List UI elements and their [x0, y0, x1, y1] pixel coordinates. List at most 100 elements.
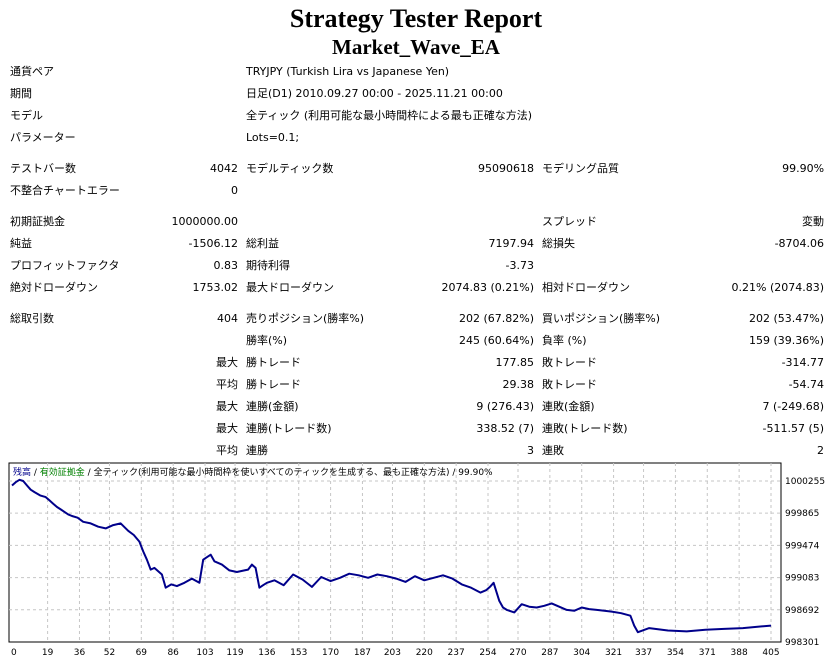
x-tick-label: 19 [42, 648, 54, 658]
y-tick-label: 999865 [785, 509, 819, 519]
loss-rate-label: 負率 (%) [542, 334, 587, 347]
gross-profit-value: 7197.94 [488, 236, 535, 250]
trades-value: 404 [217, 311, 238, 325]
x-tick-label: 304 [573, 648, 590, 658]
x-tick-label: 337 [635, 648, 652, 658]
bars-value: 4042 [210, 161, 238, 175]
symbol-value: TRYJPY (Turkish Lira vs Japanese Yen) [246, 64, 450, 78]
x-tick-label: 119 [226, 648, 243, 658]
x-tick-label: 52 [104, 648, 115, 658]
report-title: Strategy Tester Report [289, 4, 543, 33]
params-label: パラメーター [10, 131, 76, 144]
row-profit-factor: プロフィットファクタ 0.83 期待利得 -3.73 [6, 254, 828, 276]
row-largest: 最大 勝トレード 177.85 敗トレード -314.77 [6, 351, 828, 373]
row-model: モデル 全ティック (利用可能な最小時間枠による最も正確な方法) [6, 104, 828, 126]
y-tick-label: 999474 [785, 541, 820, 551]
gross-profit-label: 総利益 [246, 237, 279, 250]
rel-dd-label: 相対ドローダウン [542, 281, 630, 294]
row-deposit: 初期証拠金 1000000.00 スプレッド 変動 [6, 210, 828, 232]
x-tick-label: 254 [479, 648, 496, 658]
x-tick-label: 203 [384, 648, 401, 658]
max-prefix-1: 最大 [216, 400, 238, 413]
average-prefix: 平均 [216, 378, 238, 391]
row-win-rate: 勝率(%) 245 (60.64%) 負率 (%) 159 (39.36%) [6, 329, 828, 351]
x-tick-label: 270 [509, 648, 526, 658]
largest-loss-label: 敗トレード [542, 356, 597, 369]
win-rate-value: 245 (60.64%) [458, 333, 534, 347]
expected-value: -3.73 [505, 258, 534, 272]
short-label: 売りポジション(勝率%) [246, 312, 365, 325]
x-tick-label: 237 [448, 648, 465, 658]
row-drawdown: 絶対ドローダウン 1753.02 最大ドローダウン 2074.83 (0.21%… [6, 276, 828, 298]
rel-dd-value: 0.21% (2074.83) [731, 280, 825, 294]
abs-dd-label: 絶対ドローダウン [10, 281, 98, 294]
row-period: 期間 日足(D1) 2010.09.27 00:00 - 2025.11.21 … [6, 82, 828, 104]
max-dd-value: 2074.83 (0.21%) [441, 280, 534, 294]
max-prefix-2: 最大 [216, 422, 238, 435]
max-consec-loss-value: -511.57 (5) [762, 421, 825, 435]
x-tick-label: 136 [258, 648, 275, 658]
x-axis: 0 19 36 52 69 86 103 119 136 153 170 187 203 220 237 25… [11, 648, 780, 658]
model-value: 全ティック (利用可能な最小時間枠による最も正確な方法) [246, 109, 533, 122]
avg-prefix-2: 平均 [216, 444, 238, 457]
legend-sep-2: / [85, 468, 94, 478]
max-consec-wins-money-value: 9 (276.43) [476, 399, 534, 413]
x-tick-label: 388 [731, 648, 748, 658]
avg-win-value: 29.38 [502, 377, 535, 391]
y-tick-label: 999083 [785, 574, 819, 584]
spread-label: スプレッド [542, 215, 597, 228]
params-value: Lots=0.1; [246, 130, 300, 144]
x-tick-label: 371 [699, 648, 716, 658]
max-consec-losses-money-label: 連敗(金額) [542, 400, 595, 413]
ticks-value: 95090618 [478, 161, 534, 175]
largest-loss-value: -314.77 [781, 355, 825, 369]
period-label: 期間 [10, 87, 32, 100]
balance-chart-svg: 1000255 999865 999474 999083 998692 998301 0 1… [8, 462, 825, 658]
legend-sep-3: / [450, 468, 459, 478]
quality-value: 99.90% [782, 161, 825, 175]
pf-label: プロフィットファクタ [10, 259, 120, 272]
ticks-label: モデルティック数 [246, 162, 334, 175]
y-axis: 1000255 999865 999474 999083 998692 998301 [785, 477, 825, 648]
quality-label: モデリング品質 [542, 162, 619, 175]
report-table: 通貨ペア TRYJPY (Turkish Lira vs Japanese Ye… [6, 60, 828, 461]
row-average: 平均 勝トレード 29.38 敗トレード -54.74 [6, 373, 828, 395]
x-tick-label: 287 [541, 648, 558, 658]
legend-quality: 99.90% [458, 468, 493, 478]
max-consec-wins-money-label: 連勝(金額) [246, 400, 299, 413]
avg-loss-value: -54.74 [788, 377, 825, 391]
chart-legend: 残高 / 有効証拠金 / 全ティック(利用可能な最小時間枠を使いすべてのティック… [13, 466, 493, 478]
legend-balance: 残高 [13, 466, 31, 478]
x-tick-label: 69 [136, 648, 148, 658]
row-bars: テストバー数 4042 モデルティック数 95090618 モデリング品質 99… [6, 157, 828, 179]
x-tick-label: 354 [667, 648, 684, 658]
x-tick-label: 36 [74, 648, 86, 658]
gross-loss-label: 総損失 [542, 237, 575, 250]
trades-label: 総取引数 [10, 312, 54, 325]
gross-loss-value: -8704.06 [774, 236, 825, 250]
avg-consec-losses-value: 2 [817, 443, 825, 457]
x-tick-label: 321 [605, 648, 622, 658]
x-tick-label: 170 [322, 648, 339, 658]
max-consec-profit-label: 連勝(トレード数) [246, 422, 332, 435]
y-tick-label: 998692 [785, 606, 819, 616]
spread-value: 変動 [802, 215, 825, 228]
deposit-value: 1000000.00 [171, 214, 238, 228]
max-consec-loss-label: 連敗(トレード数) [542, 422, 628, 435]
row-mismatch: 不整合チャートエラー 0 [6, 179, 828, 201]
deposit-label: 初期証拠金 [10, 215, 65, 228]
balance-chart: 1000255 999865 999474 999083 998692 998301 0 1… [0, 462, 832, 664]
expected-label: 期待利得 [246, 259, 290, 272]
avg-consec-wins-label: 連勝 [246, 444, 268, 457]
mismatch-label: 不整合チャートエラー [10, 184, 120, 197]
row-symbol: 通貨ペア TRYJPY (Turkish Lira vs Japanese Ye… [6, 60, 828, 82]
avg-loss-label: 敗トレード [542, 378, 597, 391]
row-trades: 総取引数 404 売りポジション(勝率%) 202 (67.82%) 買いポジシ… [6, 307, 828, 329]
x-tick-label: 103 [196, 648, 213, 658]
win-rate-label: 勝率(%) [246, 334, 288, 347]
loss-rate-value: 159 (39.36%) [749, 333, 825, 347]
report-subtitle: Market_Wave_EA [332, 35, 500, 59]
net-label: 純益 [10, 237, 32, 250]
symbol-label: 通貨ペア [10, 65, 54, 78]
y-tick-label: 998301 [785, 638, 819, 648]
